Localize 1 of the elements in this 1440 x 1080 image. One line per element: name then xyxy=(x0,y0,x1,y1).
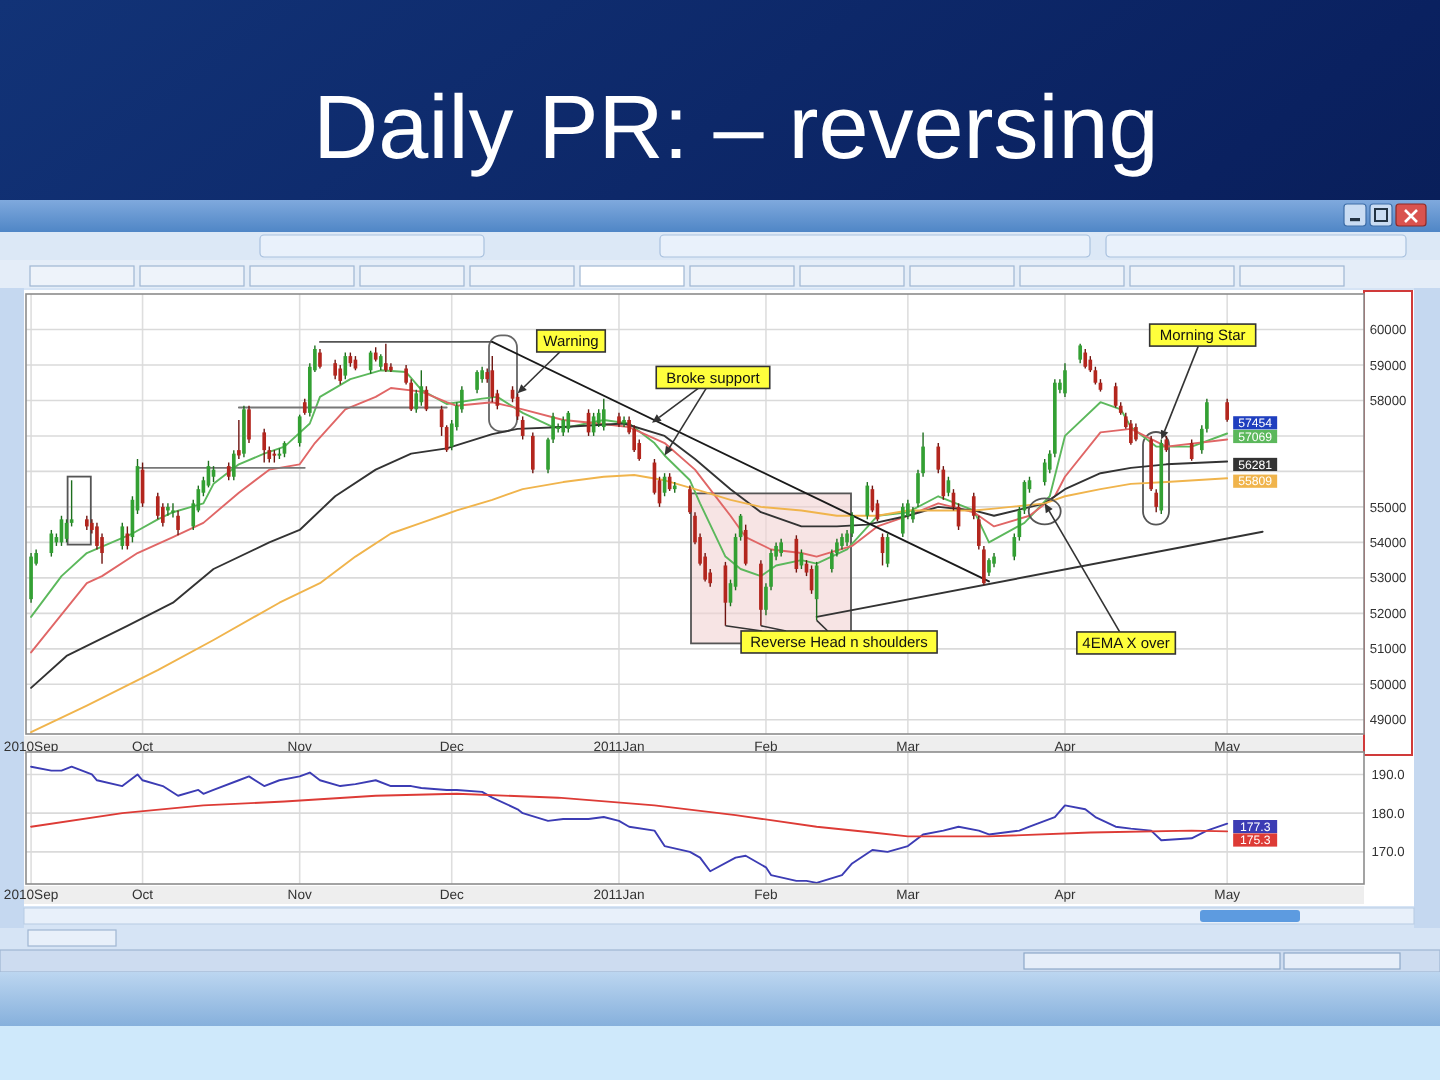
chart-title: Daily PR: – reversing xyxy=(313,76,1159,178)
